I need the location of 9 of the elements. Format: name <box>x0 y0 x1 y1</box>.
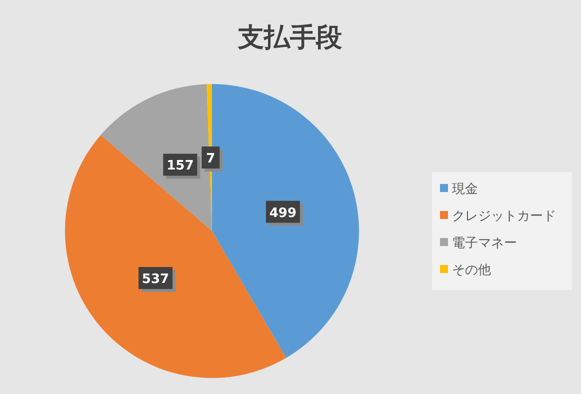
data-label: 499 <box>269 206 297 221</box>
legend-label: 現金 <box>452 182 478 197</box>
data-label: 7 <box>206 152 216 167</box>
legend-label: 電子マネー <box>452 236 517 251</box>
legend-label: その他 <box>452 263 491 278</box>
data-label: 157 <box>166 158 194 174</box>
data-label: 537 <box>142 272 170 287</box>
chart-title: 支払手段 <box>237 23 343 53</box>
legend-label: クレジットカード <box>452 209 556 224</box>
